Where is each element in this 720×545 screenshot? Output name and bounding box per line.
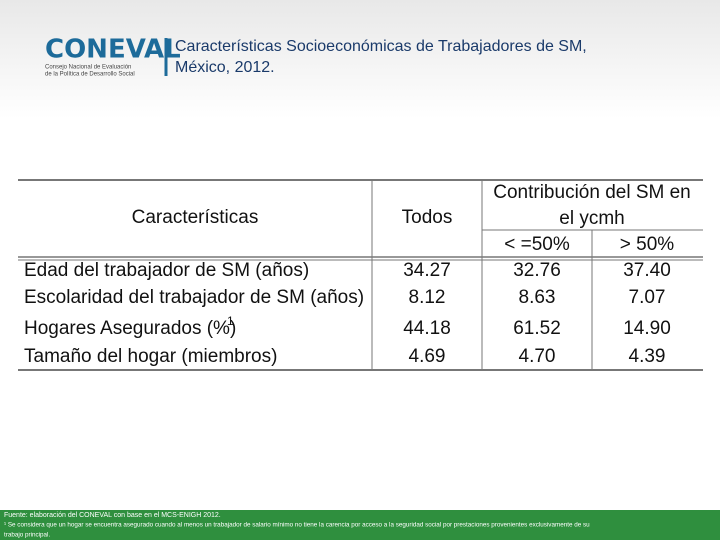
source: Fuente: elaboración del CONEVAL con base…	[4, 512, 221, 519]
note-marker: 1	[227, 314, 234, 328]
cell-value: 4.39	[629, 346, 666, 367]
title: México, 2012.	[175, 59, 275, 76]
table-lines	[18, 179, 703, 371]
logo: CONEVAL	[45, 35, 181, 65]
cell-value: 44.18	[403, 318, 451, 339]
row-label: Escolaridad del trabajador de SM (años)	[24, 287, 364, 308]
cell-value: 34.27	[403, 260, 451, 281]
cell-value: 32.76	[513, 260, 561, 281]
footer-bar	[0, 510, 720, 540]
column-header: Todos	[402, 207, 453, 228]
cell-value: 7.07	[629, 287, 666, 308]
column-header: < =50%	[504, 234, 570, 255]
column-header: Contribución del SM en	[493, 182, 691, 203]
cell-value: 8.12	[409, 287, 446, 308]
row-label: Hogares Asegurados (%)	[24, 318, 236, 339]
title: Características Socioeconómicas de Traba…	[175, 38, 587, 55]
column-header: Características	[132, 207, 259, 228]
column-header: el ycmh	[559, 208, 624, 229]
cell-value: 61.52	[513, 318, 561, 339]
logo-subtitle: de la Política de Desarrollo Social	[45, 72, 135, 78]
column-header: > 50%	[620, 234, 675, 255]
footnote: ¹ Se considera que un hogar se encuentra…	[4, 522, 590, 529]
table-body: Edad del trabajador de SM (años) 34.27 32.…	[24, 260, 671, 367]
cell-value: 37.40	[623, 260, 671, 281]
cell-value: 14.90	[623, 318, 671, 339]
logo-subtitle: Consejo Nacional de Evaluación	[45, 65, 131, 71]
footnote: trabajo principal.	[4, 532, 50, 539]
cell-value: 4.70	[519, 346, 556, 367]
cell-value: 4.69	[409, 346, 446, 367]
cell-value: 8.63	[519, 287, 556, 308]
row-label: Tamaño del hogar (miembros)	[24, 346, 277, 367]
row-label: Edad del trabajador de SM (años)	[24, 260, 309, 281]
